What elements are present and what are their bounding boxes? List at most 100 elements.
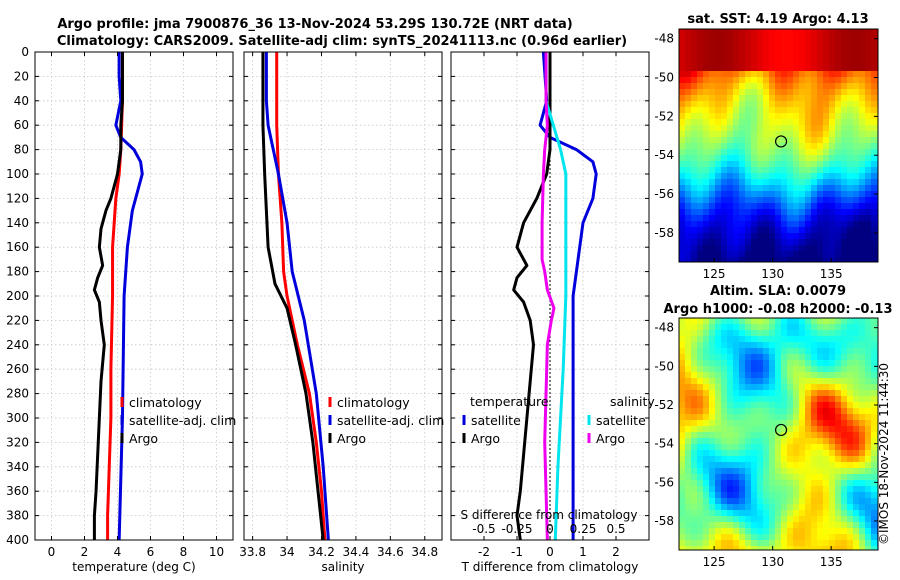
heatmap-cell bbox=[805, 47, 812, 54]
heatmap-cell bbox=[685, 227, 692, 234]
heatmap-cell bbox=[775, 378, 782, 385]
heatmap-cell bbox=[679, 167, 686, 174]
heatmap-cell bbox=[733, 65, 740, 72]
heatmap-cell bbox=[691, 239, 698, 246]
heatmap-cell bbox=[751, 53, 758, 60]
heatmap-cell bbox=[685, 528, 692, 535]
heatmap-cell bbox=[823, 354, 830, 361]
heatmap-cell bbox=[745, 197, 752, 204]
heatmap-cell bbox=[739, 209, 746, 216]
heatmap-cell bbox=[805, 215, 812, 222]
heatmap-cell bbox=[763, 221, 770, 228]
heatmap-cell bbox=[823, 420, 830, 427]
heatmap-cell bbox=[781, 197, 788, 204]
heatmap-cell bbox=[829, 131, 836, 138]
heatmap-cell bbox=[703, 468, 710, 475]
heatmap-cell bbox=[823, 239, 830, 246]
sla-map-ytick-label: -50 bbox=[654, 359, 674, 373]
depth-tick-label: 80 bbox=[14, 143, 29, 157]
heatmap-cell bbox=[715, 540, 722, 547]
heatmap-cell bbox=[775, 233, 782, 240]
heatmap-cell bbox=[721, 528, 728, 535]
heatmap-cell bbox=[757, 504, 764, 511]
heatmap-cell bbox=[733, 360, 740, 367]
heatmap-cell bbox=[685, 53, 692, 60]
heatmap-cell bbox=[865, 35, 872, 42]
heatmap-cell bbox=[715, 161, 722, 168]
heatmap-cell bbox=[811, 432, 818, 439]
heatmap-cell bbox=[757, 516, 764, 523]
heatmap-cell bbox=[871, 239, 878, 246]
heatmap-cell bbox=[811, 342, 818, 349]
heatmap-cell bbox=[823, 540, 830, 547]
heatmap-cell bbox=[727, 408, 734, 415]
heatmap-cell bbox=[829, 95, 836, 102]
heatmap-cell bbox=[805, 498, 812, 505]
heatmap-cell bbox=[835, 546, 842, 551]
heatmap-cell bbox=[781, 119, 788, 126]
heatmap-cell bbox=[745, 504, 752, 511]
heatmap-cell bbox=[745, 450, 752, 457]
heatmap-cell bbox=[817, 41, 824, 48]
heatmap-cell bbox=[835, 384, 842, 391]
heatmap-cell bbox=[697, 233, 704, 240]
heatmap-cell bbox=[679, 498, 686, 505]
heatmap-cell bbox=[817, 480, 824, 487]
heatmap-cell bbox=[739, 330, 746, 337]
heatmap-cell bbox=[679, 245, 686, 252]
heatmap-cell bbox=[769, 462, 776, 469]
heatmap-cell bbox=[733, 426, 740, 433]
heatmap-cell bbox=[859, 474, 866, 481]
heatmap-cell bbox=[679, 390, 686, 397]
heatmap-cell bbox=[781, 318, 788, 325]
heatmap-cell bbox=[847, 173, 854, 180]
heatmap-cell bbox=[859, 354, 866, 361]
difference-profile-xtick-label: -2 bbox=[478, 545, 490, 559]
heatmap-cell bbox=[703, 498, 710, 505]
heatmap-cell bbox=[781, 426, 788, 433]
heatmap-cell bbox=[823, 245, 830, 252]
heatmap-cell bbox=[721, 107, 728, 114]
heatmap-cell bbox=[709, 498, 716, 505]
heatmap-cell bbox=[691, 456, 698, 463]
heatmap-cell bbox=[697, 522, 704, 529]
heatmap-cell bbox=[841, 143, 848, 150]
heatmap-cell bbox=[817, 131, 824, 138]
heatmap-cell bbox=[871, 137, 878, 144]
heatmap-cell bbox=[727, 522, 734, 529]
temperature-profile-xtick-label: 10 bbox=[209, 545, 224, 559]
heatmap-cell bbox=[787, 221, 794, 228]
heatmap-cell bbox=[829, 486, 836, 493]
heatmap-cell bbox=[835, 83, 842, 90]
heatmap-cell bbox=[697, 408, 704, 415]
heatmap-cell bbox=[811, 492, 818, 499]
heatmap-cell bbox=[841, 474, 848, 481]
heatmap-cell bbox=[721, 378, 728, 385]
heatmap-cell bbox=[811, 161, 818, 168]
heatmap-cell bbox=[703, 131, 710, 138]
heatmap-cell bbox=[775, 83, 782, 90]
heatmap-cell bbox=[685, 498, 692, 505]
heatmap-cell bbox=[769, 125, 776, 132]
heatmap-cell bbox=[781, 125, 788, 132]
heatmap-cell bbox=[871, 360, 878, 367]
heatmap-cell bbox=[769, 342, 776, 349]
heatmap-cell bbox=[775, 318, 782, 325]
heatmap-cell bbox=[709, 324, 716, 331]
heatmap-cell bbox=[847, 107, 854, 114]
heatmap-cell bbox=[721, 504, 728, 511]
heatmap-cell bbox=[793, 354, 800, 361]
sst-map-argo-marker bbox=[774, 135, 788, 148]
heatmap-cell bbox=[757, 378, 764, 385]
heatmap-cell bbox=[829, 504, 836, 511]
heatmap-cell bbox=[829, 47, 836, 54]
heatmap-cell bbox=[679, 372, 686, 379]
heatmap-cell bbox=[793, 221, 800, 228]
heatmap-cell bbox=[793, 41, 800, 48]
heatmap-cell bbox=[697, 516, 704, 523]
heatmap-cell bbox=[853, 167, 860, 174]
heatmap-cell bbox=[787, 179, 794, 186]
heatmap-cell bbox=[865, 257, 872, 263]
heatmap-cell bbox=[697, 420, 704, 427]
heatmap-cell bbox=[847, 432, 854, 439]
